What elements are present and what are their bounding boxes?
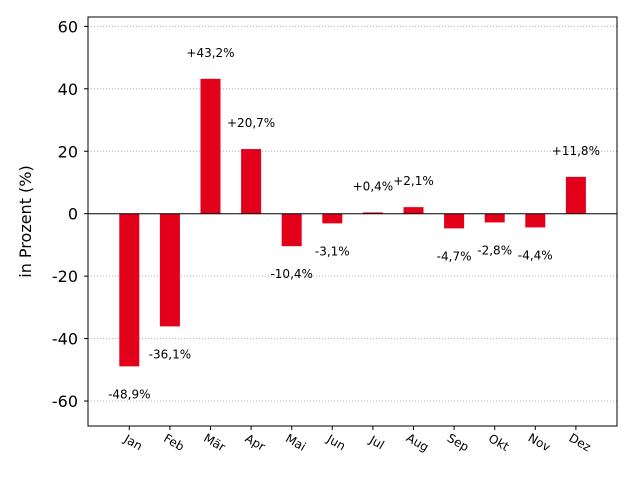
x-tick-label: Feb [161, 431, 186, 454]
x-tick-label: Apr [243, 431, 268, 454]
x-tick-label: Okt [486, 431, 512, 454]
bar-apr [241, 149, 262, 214]
y-tick-label: 0 [68, 205, 78, 224]
bar-nov [525, 213, 546, 228]
data-label: +20,7% [227, 116, 275, 130]
x-tick-label: Sep [445, 431, 472, 454]
data-label: -36,1% [149, 347, 191, 361]
x-tick-label: Jun [324, 431, 348, 453]
data-label: +43,2% [186, 46, 234, 60]
x-axis-ticks: Jan Feb Mär Apr Mai Jun Jul Aug Sep Okt Nov Dez [121, 426, 593, 454]
bar-jun [322, 213, 343, 224]
bar-mai [281, 213, 302, 247]
data-label: -2,8% [477, 243, 512, 257]
bar-mär [200, 78, 221, 214]
y-tick-label: 20 [58, 142, 78, 161]
x-tick-label: Mär [201, 431, 228, 454]
x-tick-label: Jul [366, 432, 386, 452]
x-tick-label: Nov [526, 431, 553, 455]
data-label: -4,4% [518, 248, 553, 262]
bar-jan [119, 213, 140, 367]
data-label: -4,7% [437, 249, 472, 263]
data-labels: -48,9% -36,1% +43,2% +20,7% -10,4%-3,1% +0,4%… [108, 46, 600, 402]
y-axis-ticks: 60 40 20 0 -20 -40 -60 [52, 17, 88, 411]
y-tick-label: -60 [52, 392, 78, 411]
y-tick-label: -40 [52, 330, 78, 349]
bar-aug [403, 207, 424, 214]
data-label: -3,1% [315, 244, 350, 258]
bar-sep [444, 213, 465, 229]
data-label: +0,4% [353, 179, 394, 193]
bar-okt [484, 213, 505, 223]
x-tick-label: Aug [404, 431, 431, 455]
y-tick-label: 60 [58, 17, 78, 36]
bar-jul [362, 212, 383, 214]
x-tick-label: Mai [283, 431, 308, 454]
x-tick-label: Jan [121, 431, 145, 453]
bar-feb [159, 213, 180, 327]
y-tick-label: -20 [52, 267, 78, 286]
y-axis-label: in Prozent (%) [16, 165, 35, 277]
data-label: -48,9% [108, 387, 150, 401]
data-label: -10,4% [270, 267, 312, 281]
data-label: +2,1% [393, 174, 434, 188]
bar-dez [565, 176, 586, 214]
y-tick-label: 40 [58, 80, 78, 99]
x-tick-label: Dez [566, 431, 593, 455]
data-label: +11,8% [552, 144, 600, 158]
plot-frame [87, 16, 618, 427]
bars [119, 78, 586, 367]
gridlines [88, 25, 617, 402]
